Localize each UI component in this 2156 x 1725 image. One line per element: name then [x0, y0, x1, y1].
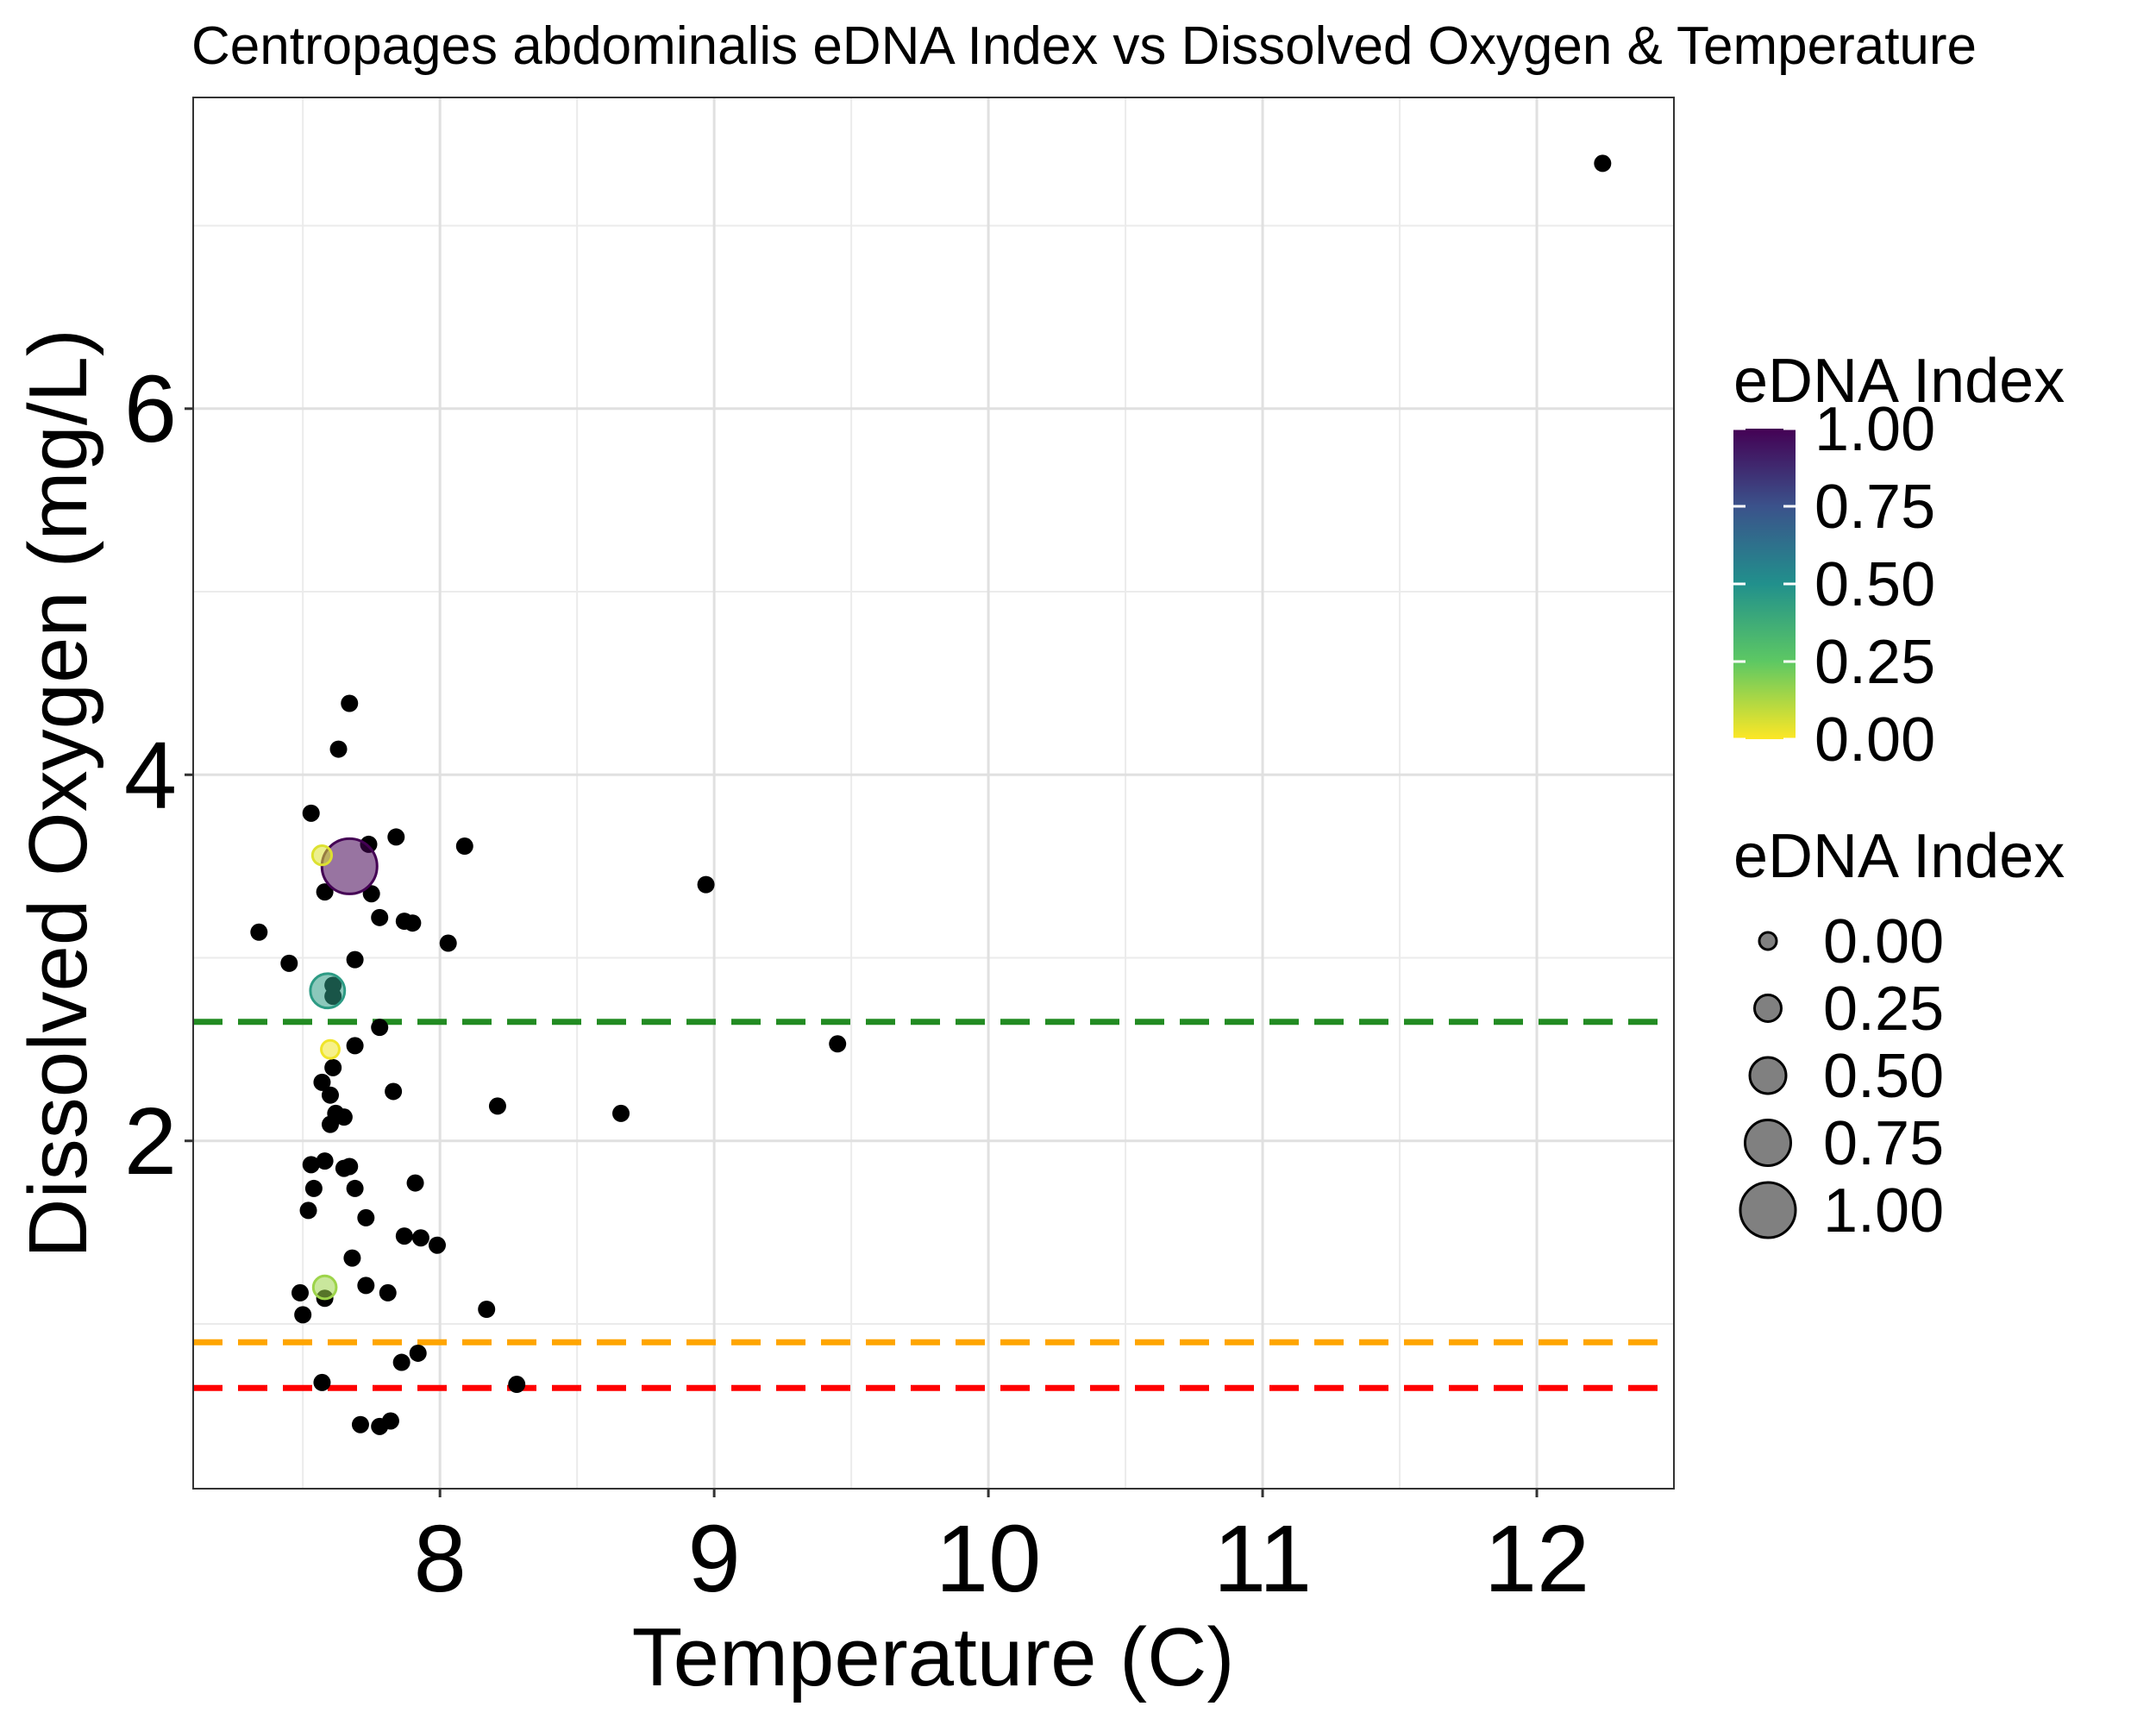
- data-point-edna: [311, 1274, 338, 1301]
- y-tick-label: 2: [124, 1088, 177, 1195]
- size-legend-label: 1.00: [1823, 1176, 1944, 1245]
- size-legend-title: eDNA Index: [1733, 822, 2065, 891]
- size-legend-label: 0.50: [1823, 1042, 1944, 1111]
- data-point: [302, 1156, 320, 1174]
- data-point: [387, 828, 405, 846]
- data-point-edna: [320, 1038, 341, 1060]
- y-tick-label: 6: [124, 356, 177, 462]
- color-legend-label: 0.25: [1814, 628, 1935, 697]
- plot-panel-border: [192, 97, 1675, 1490]
- x-axis-title: Temperature (C): [632, 1611, 1235, 1703]
- data-point: [395, 1227, 413, 1245]
- x-axis-ticks: 8 9 10 11 12: [414, 1489, 1589, 1612]
- data-point: [362, 885, 380, 903]
- data-point: [379, 1283, 397, 1302]
- data-point: [478, 1301, 496, 1319]
- data-point: [371, 1019, 389, 1037]
- data-point: [335, 1108, 353, 1126]
- x-tick-label: 9: [688, 1506, 741, 1612]
- color-legend-title: eDNA Index: [1733, 347, 2065, 416]
- data-point: [313, 1073, 331, 1091]
- data-point: [455, 837, 473, 856]
- data-point: [313, 1373, 331, 1391]
- chart-title: Centropages abdominalis eDNA Index vs Di…: [191, 16, 1977, 76]
- data-point: [404, 914, 422, 932]
- data-point: [392, 1353, 411, 1371]
- size-legend-key: [1758, 931, 1778, 951]
- data-point-edna: [309, 972, 347, 1010]
- reference-lines: [193, 1019, 1674, 1391]
- data-point: [697, 875, 715, 894]
- y-axis-title: Dissolved Oxygen (mg/L): [12, 329, 104, 1258]
- size-legend-key: [1744, 1119, 1792, 1167]
- color-legend: eDNA Index 1.00 0.75 0.50 0.25 0.00: [1733, 347, 2065, 775]
- data-point: [302, 804, 320, 822]
- size-legend-key: [1739, 1181, 1797, 1239]
- data-point: [324, 1058, 342, 1076]
- size-legend-items: 0.000.250.500.751.00: [1739, 907, 1944, 1245]
- size-legend-label: 0.25: [1823, 975, 1944, 1044]
- size-legend-label: 0.75: [1823, 1109, 1944, 1178]
- data-point: [439, 934, 457, 952]
- size-legend: eDNA Index 0.000.250.500.751.00: [1733, 822, 2065, 1245]
- data-point: [508, 1376, 526, 1394]
- y-axis-ticks: 2 4 6: [124, 356, 193, 1195]
- data-point: [346, 1037, 364, 1055]
- color-legend-label: 1.00: [1814, 395, 1935, 464]
- grid-lines: [193, 97, 1674, 1489]
- x-tick-label: 11: [1213, 1506, 1312, 1612]
- data-point: [321, 1115, 339, 1133]
- color-legend-items: 1.00 0.75 0.50 0.25 0.00: [1733, 395, 1935, 775]
- data-point: [411, 1229, 429, 1247]
- data-point-edna: [310, 844, 334, 867]
- data-point: [316, 883, 334, 901]
- data-point: [299, 1201, 317, 1220]
- data-point: [612, 1104, 630, 1122]
- data-point: [406, 1174, 424, 1192]
- data-point: [357, 1276, 375, 1295]
- data-point: [341, 1157, 359, 1176]
- data-points: [250, 154, 1612, 1435]
- data-point: [294, 1306, 312, 1324]
- color-legend-label: 0.00: [1814, 706, 1935, 775]
- size-legend-label: 0.00: [1823, 907, 1944, 976]
- data-point: [371, 908, 389, 926]
- data-point: [250, 923, 268, 941]
- x-tick-label: 8: [414, 1506, 467, 1612]
- color-legend-label: 0.75: [1814, 473, 1935, 542]
- data-point: [357, 1208, 375, 1226]
- data-point: [385, 1082, 403, 1101]
- y-tick-label: 4: [124, 722, 177, 828]
- data-point: [316, 1152, 334, 1170]
- data-point: [321, 1086, 339, 1104]
- data-point: [346, 1179, 364, 1197]
- data-point: [351, 1415, 369, 1433]
- data-point: [488, 1097, 506, 1115]
- color-legend-label: 0.50: [1814, 550, 1935, 619]
- data-point: [381, 1412, 399, 1430]
- data-point: [428, 1236, 446, 1254]
- data-point: [346, 950, 364, 969]
- data-point: [409, 1344, 427, 1362]
- data-point: [343, 1249, 361, 1267]
- size-legend-key: [1753, 994, 1783, 1023]
- data-point: [304, 1179, 323, 1197]
- data-point-edna: [320, 837, 379, 895]
- size-legend-key: [1748, 1056, 1788, 1095]
- data-point: [329, 740, 348, 758]
- data-point: [341, 694, 359, 712]
- data-point: [280, 954, 298, 972]
- x-tick-label: 12: [1484, 1506, 1589, 1612]
- data-point: [1594, 154, 1612, 172]
- x-tick-label: 10: [936, 1506, 1041, 1612]
- data-point: [291, 1283, 310, 1302]
- data-point: [829, 1035, 847, 1053]
